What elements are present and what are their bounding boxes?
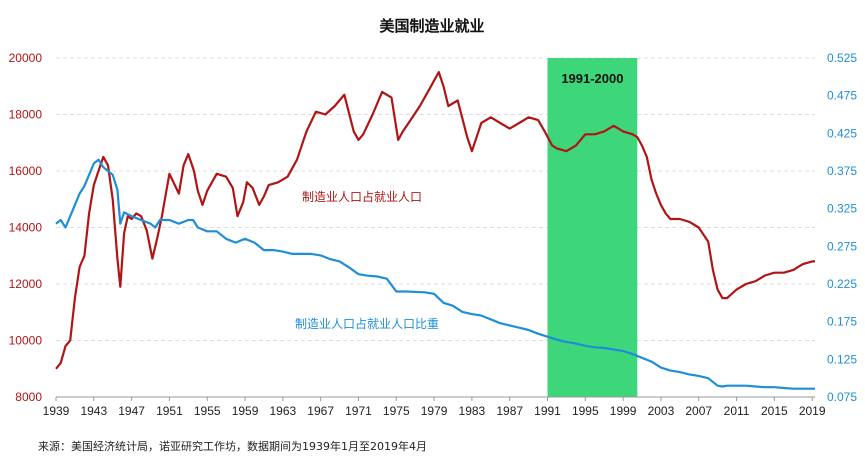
y-right-tick-label-0.125: 0.125 <box>827 352 857 366</box>
y-right-tick-label-0.175: 0.175 <box>827 315 857 329</box>
series-label-share: 制造业人口占就业人口比重 <box>295 316 439 331</box>
x-tick-label-1991: 1991 <box>534 404 561 418</box>
x-tick-label-1959: 1959 <box>232 404 259 418</box>
x-tick-label-1987: 1987 <box>496 404 523 418</box>
series-line-employment <box>55 70 815 370</box>
x-tick-label-1971: 1971 <box>345 404 372 418</box>
y-right-tick-label-0.325: 0.325 <box>827 202 857 216</box>
x-tick-label-1975: 1975 <box>383 404 410 418</box>
x-tick-label-2003: 2003 <box>648 404 675 418</box>
x-tick-label-1963: 1963 <box>269 404 296 418</box>
y-left-tick-label-18000: 18000 <box>9 108 43 122</box>
y-left-tick-label-16000: 16000 <box>9 164 43 178</box>
y-right-tick-label-0.475: 0.475 <box>827 89 857 103</box>
y-left-tick-label-10000: 10000 <box>9 334 43 348</box>
series-label-employment: 制造业人口占就业人口 <box>302 189 422 204</box>
x-tick-label-1995: 1995 <box>572 404 599 418</box>
axes: 1939 1943 1947 1951 1955 1959 1963 1967 1971 1975… <box>9 51 858 418</box>
y-right-tick-label-0.425: 0.425 <box>827 126 857 140</box>
chart-title: 美国制造业就业 <box>379 17 484 35</box>
series-lines <box>55 70 815 390</box>
x-tick-label-1947: 1947 <box>118 404 145 418</box>
x-tick-label-1999: 1999 <box>610 404 637 418</box>
y-left-tick-label-12000: 12000 <box>9 277 43 291</box>
x-tick-label-1979: 1979 <box>421 404 448 418</box>
x-tick-label-1939: 1939 <box>43 404 70 418</box>
x-tick-label-1955: 1955 <box>194 404 221 418</box>
x-tick-label-1943: 1943 <box>80 404 107 418</box>
y-left-tick-label-14000: 14000 <box>9 221 43 235</box>
x-tick-label-1951: 1951 <box>156 404 183 418</box>
x-tick-label-1967: 1967 <box>307 404 334 418</box>
y-right-tick-label-0.275: 0.275 <box>827 239 857 253</box>
y-left-tick-label-20000: 20000 <box>9 51 43 65</box>
x-tick-label-2011: 2011 <box>724 404 750 418</box>
y-right-tick-label-0.525: 0.525 <box>827 51 857 65</box>
x-tick-label-2007: 2007 <box>685 404 712 418</box>
source-note: 来源：美国经济统计局，诺亚研究工作坊，数据期间为1939年1月至2019年4月 <box>38 440 427 453</box>
x-tick-label-2015: 2015 <box>761 404 788 418</box>
series-line-share <box>55 158 815 390</box>
x-tick-label-1983: 1983 <box>459 404 486 418</box>
grid-lines <box>56 57 815 398</box>
y-right-tick-label-0.075: 0.075 <box>827 390 857 404</box>
highlight-band-label: 1991-2000 <box>561 71 623 86</box>
y-left-tick-label-8000: 8000 <box>15 390 42 404</box>
y-right-tick-label-0.225: 0.225 <box>827 277 857 291</box>
y-right-tick-label-0.375: 0.375 <box>827 164 857 178</box>
x-tick-label-2019: 2019 <box>799 404 826 418</box>
